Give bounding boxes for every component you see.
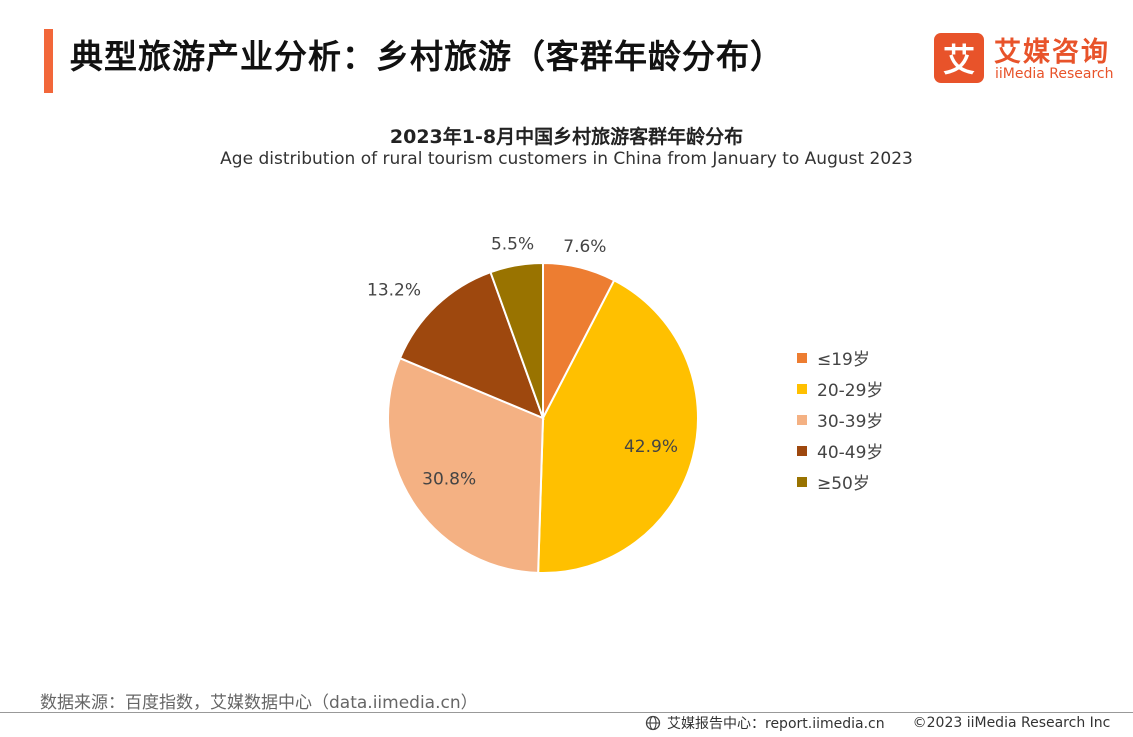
legend-item: 20-29岁 [797, 373, 883, 404]
slice-data-label: 30.8% [422, 469, 476, 489]
legend-item: 30-39岁 [797, 404, 883, 435]
legend-swatch [797, 383, 807, 394]
chart-subtitle: Age distribution of rural tourism custom… [220, 149, 913, 169]
legend-item: ≥50岁 [797, 466, 883, 497]
iimedia-logo: 艾 艾媒咨询 iiMedia Research [934, 30, 1119, 86]
legend-label: 30-39岁 [817, 412, 884, 432]
legend-item: 40-49岁 [797, 435, 883, 466]
slice-data-label: 5.5% [491, 235, 534, 255]
slice-data-label: 42.9% [624, 437, 678, 457]
pie-slice [398, 270, 545, 420]
slice-data-label: 7.6% [563, 237, 606, 257]
legend-label: ≤19岁 [817, 350, 870, 370]
title-accent-bar [44, 29, 53, 93]
footer-divider [0, 712, 1133, 713]
legend-item: ≤19岁 [797, 342, 883, 373]
chart-legend: ≤19岁 20-29岁 30-39岁 40-49岁 ≥50岁 [797, 342, 883, 497]
legend-swatch [797, 414, 807, 425]
copyright: ©2023 iiMedia Research Inc [912, 715, 1111, 731]
chart-title: 2023年1-8月中国乡村旅游客群年龄分布 [389, 126, 744, 148]
slice-data-label: 13.2% [367, 281, 421, 301]
legend-swatch [797, 445, 807, 456]
legend-swatch [797, 476, 807, 487]
footer: 艾媒报告中心：report.iimedia.cn ©2023 iiMedia R… [645, 713, 1110, 733]
pie-slice [537, 278, 699, 574]
legend-label: ≥50岁 [817, 474, 870, 494]
legend-label: 20-29岁 [817, 381, 884, 401]
legend-label: 40-49岁 [817, 443, 884, 463]
pie-slice [489, 261, 544, 419]
logo-english-name: iiMedia Research [995, 66, 1114, 82]
globe-icon [645, 715, 661, 731]
logo-icon: 艾 [934, 33, 984, 83]
legend-swatch [797, 352, 807, 363]
pie-slice [387, 356, 545, 574]
report-center-link[interactable]: 艾媒报告中心：report.iimedia.cn [667, 716, 885, 732]
logo-chinese-name: 艾媒咨询 [994, 37, 1110, 68]
page-title: 典型旅游产业分析：乡村旅游（客群年龄分布） [70, 37, 784, 76]
data-source: 数据来源：百度指数，艾媒数据中心（data.iimedia.cn） [40, 693, 478, 713]
